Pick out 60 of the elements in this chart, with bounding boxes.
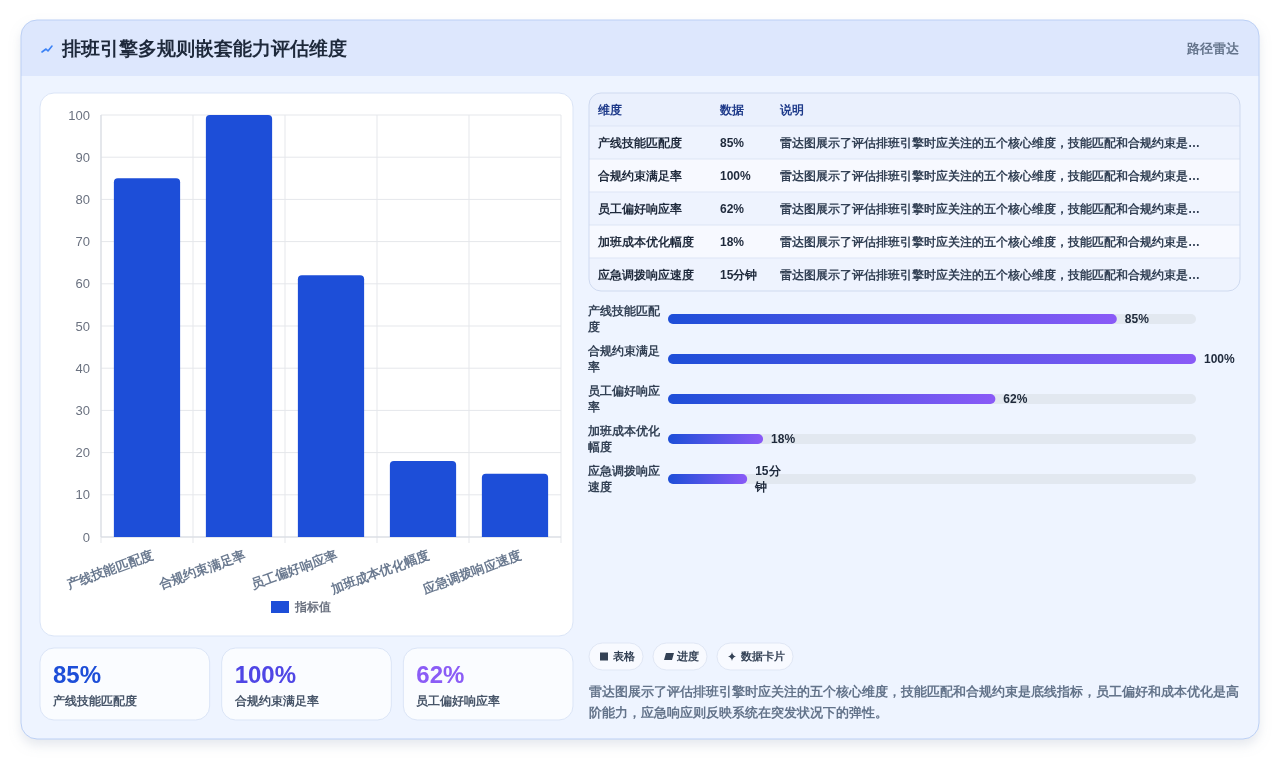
- data-label: 15分钟: [754, 464, 782, 495]
- y-tick-label: 60: [75, 276, 90, 292]
- text: 100%: [720, 168, 752, 183]
- text: 应急调拨响应速度: [597, 267, 694, 282]
- y-tick-label: 10: [75, 487, 90, 503]
- bar: [668, 474, 748, 484]
- y-tick-label: 70: [75, 234, 90, 250]
- text: 15分钟: [720, 267, 758, 282]
- text: 雷达图展示了评估排班引擎时应关注的五个核心维度，技能匹配和合规约束是…: [780, 168, 1200, 183]
- text: 雷达图展示了评估排班引擎时应关注的五个核心维度，技能匹配和合规约束是底线指标，员工偏好和成本优化是高阶能力，应急响应则反映系统在突发状况下的弹性。: [589, 684, 1239, 720]
- text: 85%: [720, 135, 745, 150]
- data-label: 100%: [1204, 352, 1236, 367]
- y-tick-label: 产线技能匹配度: [587, 304, 661, 335]
- category-label: 产线技能匹配度: [52, 694, 137, 708]
- bar: [389, 461, 457, 537]
- category-label: 数据卡片: [740, 650, 785, 663]
- bar: [668, 434, 764, 444]
- y-tick-label: 合规约束满足率: [587, 344, 660, 375]
- data-label: 85%: [1124, 312, 1150, 327]
- text: 排班引擎多规则嵌套能力评估维度: [61, 38, 347, 59]
- text: 产线技能匹配度: [597, 135, 682, 150]
- y-tick-label: 100: [68, 107, 90, 123]
- text: 雷达图展示了评估排班引擎时应关注的五个核心维度，技能匹配和合规约束是…: [780, 267, 1200, 282]
- y-tick-label: 90: [75, 149, 90, 165]
- y-tick-label: 加班成本优化幅度: [587, 424, 661, 455]
- y-tick-label: 应急调拨响应速度: [587, 464, 660, 495]
- text: 说明: [779, 102, 804, 117]
- y-tick-label: 20: [75, 445, 90, 461]
- y-tick-label: 员工偏好响应率: [587, 384, 660, 415]
- text: 雷达图展示了评估排班引擎时应关注的五个核心维度，技能匹配和合规约束是…: [780, 135, 1200, 150]
- y-tick-label: 40: [75, 360, 90, 376]
- y-tick-label: 50: [75, 318, 90, 334]
- text: 员工偏好响应率: [598, 201, 682, 216]
- text: 合规约束满足率: [597, 168, 682, 183]
- y-tick-label: 0: [82, 529, 90, 545]
- y-tick-label: 30: [75, 402, 90, 418]
- data-label: 62%: [1003, 392, 1028, 407]
- data-label: 18%: [771, 432, 796, 447]
- text: 维度: [597, 102, 622, 117]
- bar: [481, 473, 549, 537]
- bar: [205, 115, 273, 537]
- legend-label: 指标值: [294, 600, 331, 615]
- category-label: 员工偏好响应率: [416, 694, 501, 708]
- text: 18%: [720, 234, 745, 249]
- text: 62%: [720, 201, 745, 216]
- bar: [113, 178, 181, 537]
- category-label: 表格: [612, 650, 636, 663]
- category-label: 进度: [676, 650, 699, 663]
- x-tick-label: 合规约束满足率: [155, 546, 248, 593]
- text: 雷达图展示了评估排班引擎时应关注的五个核心维度，技能匹配和合规约束是…: [780, 234, 1200, 249]
- text: 100%: [234, 661, 297, 688]
- bar: [297, 275, 365, 537]
- text: 雷达图展示了评估排班引擎时应关注的五个核心维度，技能匹配和合规约束是…: [780, 201, 1200, 216]
- y-tick-label: 80: [75, 191, 90, 207]
- text: 85%: [53, 661, 102, 688]
- text: 62%: [416, 661, 465, 688]
- category-label: 合规约束满足率: [233, 694, 319, 708]
- text: 加班成本优化幅度: [597, 234, 694, 249]
- text: 数据: [719, 102, 744, 117]
- text: 路径雷达: [1186, 41, 1240, 56]
